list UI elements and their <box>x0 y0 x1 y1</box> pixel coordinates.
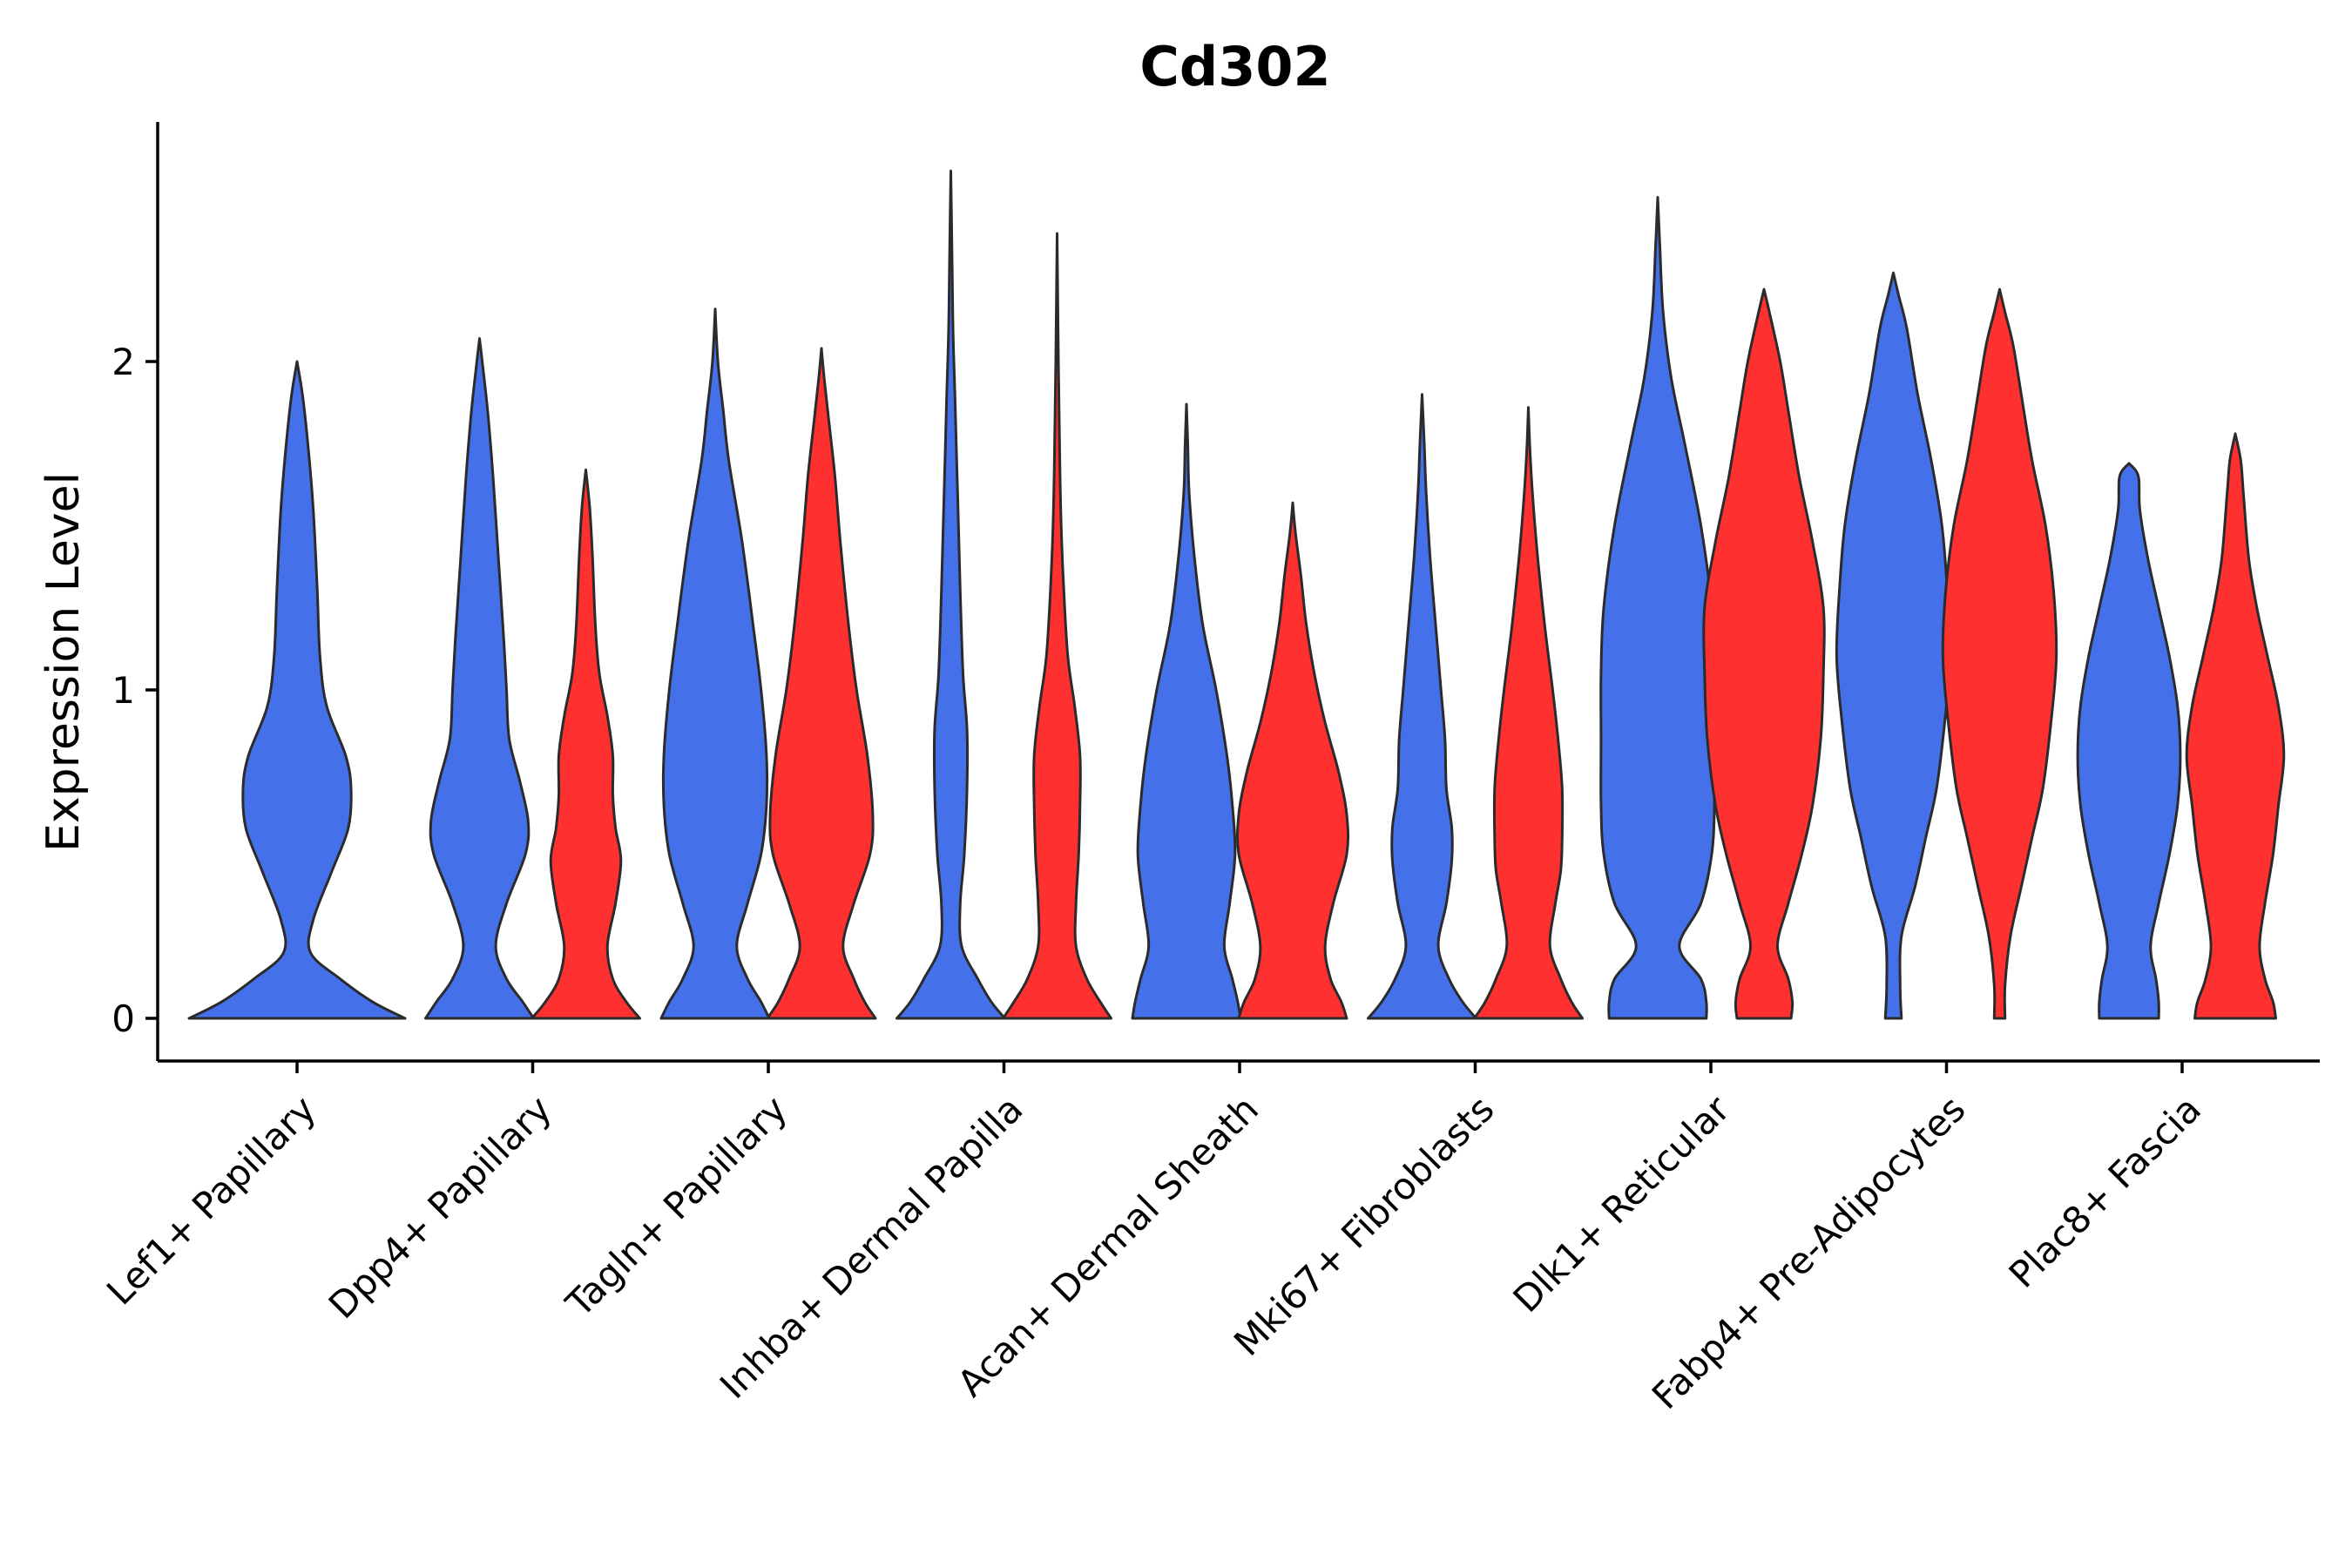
violin-group1 <box>896 169 1006 1020</box>
violin-group2 <box>531 468 641 1020</box>
violin-group1 <box>1131 402 1242 1020</box>
violin-group1 <box>1599 196 1716 1020</box>
violin-group1 <box>187 360 407 1020</box>
violin-group1 <box>2076 462 2182 1020</box>
x-tick-label: Mki67+ Fibroblasts <box>1226 1087 1502 1363</box>
x-tick-label: Dlk1+ Reticular <box>1505 1087 1739 1321</box>
x-tick-label: Tagln+ Papillary <box>558 1087 795 1325</box>
y-tick-label: 2 <box>112 341 135 383</box>
violin-group2 <box>1002 232 1112 1020</box>
y-axis-label: Expression Level <box>37 472 90 852</box>
violin-group1 <box>424 337 535 1020</box>
violin-group1 <box>1835 271 1952 1020</box>
violins-layer <box>187 169 2286 1020</box>
violin-group2 <box>766 347 877 1020</box>
violin-group1 <box>659 308 771 1020</box>
x-tick-label: Lef1+ Papillary <box>98 1087 324 1313</box>
chart-title: Cd302 <box>1139 35 1330 98</box>
violin-group2 <box>1235 501 1350 1020</box>
x-tick-label: Plac8+ Fascia <box>2001 1087 2209 1295</box>
violin-group1 <box>1367 393 1477 1020</box>
y-tick-label: 1 <box>112 669 135 712</box>
violin-group2 <box>2185 432 2286 1020</box>
violin-group2 <box>1702 287 1826 1020</box>
violin-group2 <box>1941 287 2058 1020</box>
violin-group2 <box>1473 406 1584 1020</box>
x-tick-label: Dpp4+ Papillary <box>321 1087 560 1327</box>
y-ticks: 0 1 2 <box>112 341 158 1040</box>
y-tick-label: 0 <box>112 997 135 1040</box>
